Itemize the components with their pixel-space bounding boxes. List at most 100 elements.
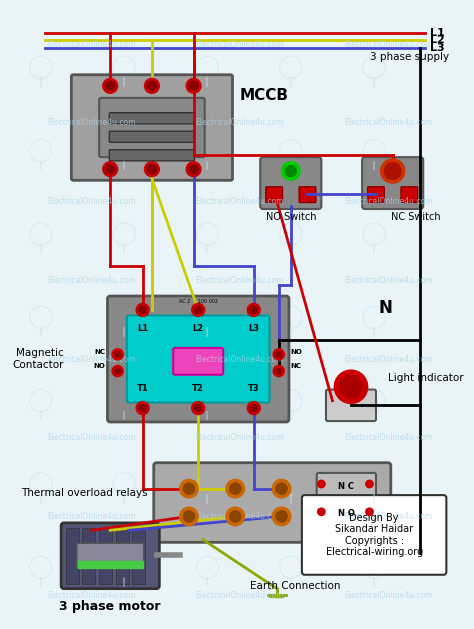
Text: ElectricalOnline4u.com: ElectricalOnline4u.com bbox=[47, 40, 136, 48]
Text: NC: NC bbox=[291, 364, 302, 369]
Circle shape bbox=[145, 162, 159, 177]
Text: ElectricalOnline4u.com: ElectricalOnline4u.com bbox=[47, 591, 136, 599]
Bar bbox=[132, 528, 146, 584]
FancyBboxPatch shape bbox=[362, 157, 423, 209]
FancyBboxPatch shape bbox=[260, 157, 321, 209]
Bar bbox=[66, 528, 79, 584]
Text: T1: T1 bbox=[137, 384, 148, 393]
Circle shape bbox=[139, 404, 146, 412]
Text: AC 2     100 002: AC 2 100 002 bbox=[179, 299, 218, 304]
FancyBboxPatch shape bbox=[401, 187, 418, 203]
Text: L1: L1 bbox=[137, 324, 148, 333]
Text: ElectricalOnline4u.com: ElectricalOnline4u.com bbox=[344, 591, 432, 599]
Text: ElectricalOnline4u.com: ElectricalOnline4u.com bbox=[196, 355, 284, 364]
Circle shape bbox=[139, 306, 146, 314]
Text: NC: NC bbox=[95, 349, 106, 355]
Circle shape bbox=[186, 79, 201, 93]
Text: ElectricalOnline4u.com: ElectricalOnline4u.com bbox=[196, 512, 284, 521]
Circle shape bbox=[384, 163, 401, 179]
Circle shape bbox=[285, 165, 296, 177]
Circle shape bbox=[103, 79, 118, 93]
Circle shape bbox=[381, 159, 405, 183]
FancyBboxPatch shape bbox=[108, 296, 289, 422]
Text: N: N bbox=[379, 299, 392, 317]
Text: ElectricalOnline4u.com: ElectricalOnline4u.com bbox=[196, 276, 284, 285]
Text: ElectricalOnline4u.com: ElectricalOnline4u.com bbox=[196, 591, 284, 599]
Circle shape bbox=[180, 479, 198, 498]
Circle shape bbox=[272, 479, 291, 498]
Text: ElectricalOnline4u.com: ElectricalOnline4u.com bbox=[196, 40, 284, 48]
Circle shape bbox=[136, 303, 149, 316]
Circle shape bbox=[282, 162, 300, 181]
Circle shape bbox=[273, 349, 284, 360]
Circle shape bbox=[230, 511, 241, 522]
Bar bbox=[78, 561, 143, 568]
Circle shape bbox=[194, 306, 202, 314]
Circle shape bbox=[183, 511, 194, 522]
FancyBboxPatch shape bbox=[72, 75, 232, 181]
Text: ElectricalOnline4u.com: ElectricalOnline4u.com bbox=[47, 512, 136, 521]
Circle shape bbox=[276, 511, 287, 522]
Text: ElectricalOnline4u.com: ElectricalOnline4u.com bbox=[47, 276, 136, 285]
Circle shape bbox=[247, 401, 260, 415]
Text: 3 phase motor: 3 phase motor bbox=[59, 600, 161, 613]
Text: Design By
Sikandar Haidar
Copyrights :
Electrical-wiring.org: Design By Sikandar Haidar Copyrights : E… bbox=[326, 513, 423, 557]
Circle shape bbox=[366, 508, 373, 516]
Text: NC Switch: NC Switch bbox=[391, 212, 441, 222]
Circle shape bbox=[318, 481, 325, 487]
Text: NO: NO bbox=[94, 364, 106, 369]
Circle shape bbox=[189, 165, 198, 174]
Bar bbox=[99, 528, 112, 584]
Text: ElectricalOnline4u.com: ElectricalOnline4u.com bbox=[344, 197, 432, 206]
Circle shape bbox=[191, 401, 205, 415]
Text: ElectricalOnline4u.com: ElectricalOnline4u.com bbox=[344, 355, 432, 364]
Circle shape bbox=[106, 81, 115, 91]
FancyBboxPatch shape bbox=[61, 523, 159, 589]
Text: Magnetic
Contactor: Magnetic Contactor bbox=[12, 348, 64, 370]
Circle shape bbox=[230, 483, 241, 494]
Text: Light indicator: Light indicator bbox=[388, 372, 464, 382]
Circle shape bbox=[191, 303, 205, 316]
Circle shape bbox=[136, 401, 149, 415]
FancyBboxPatch shape bbox=[302, 495, 447, 575]
Circle shape bbox=[334, 370, 368, 403]
Circle shape bbox=[272, 507, 291, 526]
FancyBboxPatch shape bbox=[266, 187, 283, 203]
Circle shape bbox=[180, 507, 198, 526]
Circle shape bbox=[273, 365, 284, 377]
Text: ElectricalOnline4u.com: ElectricalOnline4u.com bbox=[47, 118, 136, 128]
Text: L1: L1 bbox=[430, 28, 445, 38]
Bar bbox=[82, 528, 95, 584]
Circle shape bbox=[145, 79, 159, 93]
Circle shape bbox=[194, 404, 202, 412]
Bar bbox=[116, 528, 129, 584]
Text: ElectricalOnline4u.com: ElectricalOnline4u.com bbox=[196, 433, 284, 442]
Text: N O: N O bbox=[338, 509, 355, 518]
Text: ElectricalOnline4u.com: ElectricalOnline4u.com bbox=[344, 118, 432, 128]
Text: T2: T2 bbox=[192, 384, 204, 393]
Circle shape bbox=[340, 376, 362, 398]
FancyBboxPatch shape bbox=[326, 389, 376, 421]
Text: ElectricalOnline4u.com: ElectricalOnline4u.com bbox=[47, 433, 136, 442]
Text: MCCB: MCCB bbox=[240, 87, 289, 103]
Circle shape bbox=[247, 303, 260, 316]
Circle shape bbox=[115, 352, 120, 357]
FancyBboxPatch shape bbox=[99, 98, 205, 157]
Circle shape bbox=[106, 165, 115, 174]
Circle shape bbox=[276, 368, 282, 374]
Text: ElectricalOnline4u.com: ElectricalOnline4u.com bbox=[344, 433, 432, 442]
Circle shape bbox=[186, 162, 201, 177]
FancyBboxPatch shape bbox=[368, 187, 384, 203]
Text: L2: L2 bbox=[430, 35, 445, 45]
Circle shape bbox=[115, 368, 120, 374]
Text: ElectricalOnline4u.com: ElectricalOnline4u.com bbox=[344, 512, 432, 521]
FancyBboxPatch shape bbox=[109, 150, 194, 161]
Circle shape bbox=[276, 352, 282, 357]
Text: NO: NO bbox=[291, 349, 303, 355]
FancyBboxPatch shape bbox=[317, 473, 376, 532]
Text: L3: L3 bbox=[248, 324, 259, 333]
Circle shape bbox=[112, 349, 123, 360]
Text: ElectricalOnline4u.com: ElectricalOnline4u.com bbox=[196, 197, 284, 206]
Circle shape bbox=[147, 165, 156, 174]
FancyBboxPatch shape bbox=[299, 187, 316, 203]
